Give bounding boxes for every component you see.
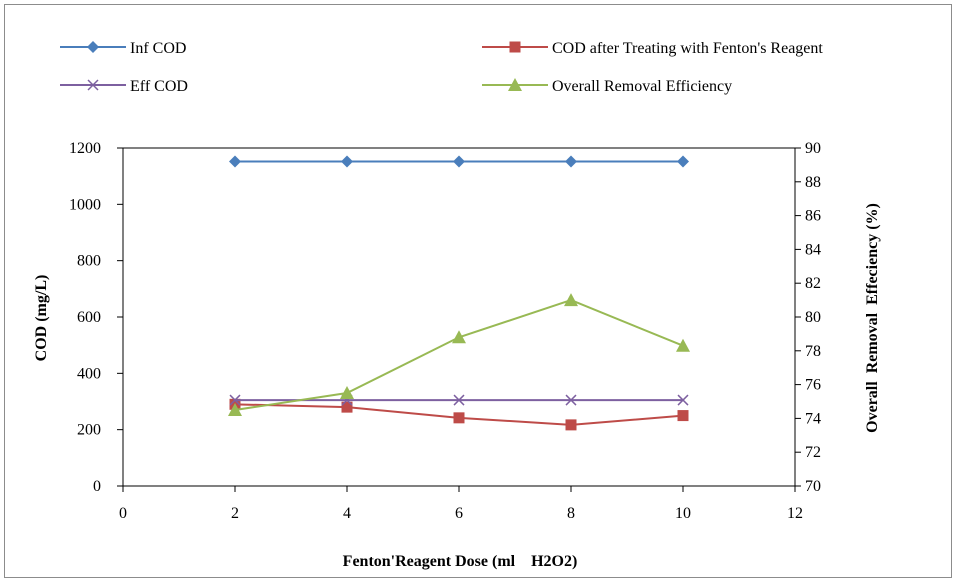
data-point-cod-after-treating-with-fenton-s-reagent: [453, 412, 465, 424]
y-tick-label: 600: [77, 309, 101, 326]
data-point-eff-cod: [453, 394, 465, 406]
data-point-overall-removal-efficiency: [452, 330, 466, 344]
y2-tick-label: 76: [805, 377, 821, 394]
x-tick-label: 6: [455, 505, 463, 522]
plot-series: [228, 155, 690, 431]
y2-tick-label: 84: [805, 241, 821, 258]
legend-marker: [508, 78, 522, 91]
marker-stroke: [565, 394, 577, 406]
y-tick-label: 400: [77, 365, 101, 382]
legend: Inf COD COD after Treating with Fenton's …: [60, 40, 823, 95]
data-point-cod-after-treating-with-fenton-s-reagent: [565, 419, 577, 431]
y2-tick-label: 74: [805, 410, 821, 427]
axes: 0 2 4 6 8 10 12 0 200 400 600 800 1000 1200 70 72 74 76 78…: [69, 140, 821, 522]
legend-item-overall-removal-efficiency: Overall Removal Efficiency: [482, 78, 732, 95]
y2-tick-label: 88: [805, 174, 821, 191]
legend-label: Inf COD: [130, 40, 186, 57]
marker-stroke: [453, 394, 465, 406]
legend-marker: [87, 79, 99, 91]
y2-tick-label: 70: [805, 478, 821, 495]
data-point-inf-cod: [677, 155, 689, 168]
data-point-cod-after-treating-with-fenton-s-reagent: [341, 401, 353, 413]
y2-tick-label: 78: [805, 343, 821, 360]
data-point-eff-cod: [677, 394, 689, 406]
data-point-eff-cod: [565, 394, 577, 406]
y2-axis-title: Overall Removal Effeciency (%): [864, 203, 881, 433]
legend-label: Overall Removal Efficiency: [552, 78, 732, 95]
data-point-inf-cod: [565, 155, 577, 168]
data-point-inf-cod: [341, 155, 353, 168]
y2-tick-label: 86: [805, 208, 821, 225]
legend-item-eff-cod: Eff COD: [60, 78, 188, 95]
y2-tick-label: 90: [805, 140, 821, 157]
data-point-inf-cod: [229, 155, 241, 168]
x-tick-label: 8: [567, 505, 575, 522]
x-tick-label: 2: [231, 505, 239, 522]
y2-tick-label: 80: [805, 309, 821, 326]
legend-label: Eff COD: [130, 78, 188, 95]
y2-tick-label: 72: [805, 444, 821, 461]
marker-stroke: [229, 394, 241, 406]
y-tick-label: 800: [77, 253, 101, 270]
marker-stroke: [677, 394, 689, 406]
data-point-overall-removal-efficiency: [564, 293, 578, 307]
legend-marker: [509, 41, 521, 53]
data-point-overall-removal-efficiency: [228, 402, 242, 416]
y-tick-label: 1000: [69, 196, 101, 213]
y-axis-title: COD (mg/L): [33, 275, 50, 362]
chart-frame: [4, 4, 952, 578]
y-tick-label: 1200: [69, 140, 101, 157]
marker-stroke: [87, 79, 99, 91]
y-tick-label: 200: [77, 422, 101, 439]
x-tick-label: 4: [343, 505, 351, 522]
legend-label: COD after Treating with Fenton's Reagent: [552, 40, 823, 57]
data-point-overall-removal-efficiency: [676, 338, 690, 352]
x-tick-label: 10: [675, 505, 691, 522]
x-tick-label: 0: [119, 505, 127, 522]
legend-item-cod-after-treating-with-fenton-s-reagent: COD after Treating with Fenton's Reagent: [482, 40, 823, 57]
data-point-eff-cod: [229, 394, 241, 406]
x-axis-title: Fenton'Reagent Dose (ml H2O2): [343, 553, 578, 570]
data-point-overall-removal-efficiency: [340, 386, 354, 400]
y2-tick-label: 82: [805, 275, 821, 292]
data-point-cod-after-treating-with-fenton-s-reagent: [677, 410, 689, 422]
legend-item-inf-cod: Inf COD: [60, 40, 186, 57]
legend-marker: [87, 41, 99, 53]
data-point-inf-cod: [453, 155, 465, 168]
series-line-overall-removal-efficiency: [234, 299, 684, 411]
y-tick-label: 0: [93, 478, 101, 495]
x-tick-label: 12: [787, 505, 803, 522]
